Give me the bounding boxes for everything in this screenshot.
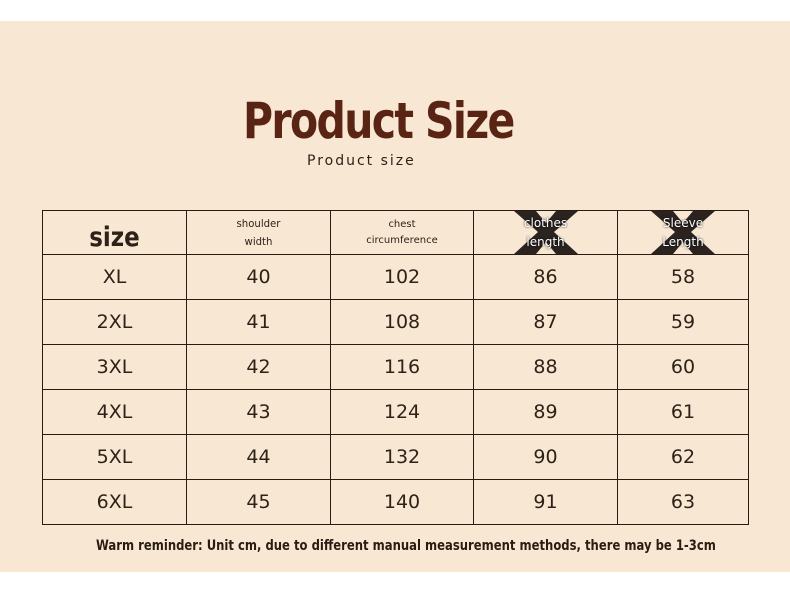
cell-size: 6XL <box>42 479 187 525</box>
cell-size: 5XL <box>42 434 187 480</box>
cell-shoulder: 43 <box>186 389 331 435</box>
header-size-label: size <box>89 222 140 253</box>
header-chest-line1: chest <box>388 218 416 230</box>
cell-sleeve: 58 <box>617 254 749 300</box>
header-sleeve-line2: Length <box>662 234 704 249</box>
table-row: 2XL 41 108 87 59 <box>42 299 749 345</box>
cell-sleeve: 63 <box>617 479 749 525</box>
page-title: Product Size <box>243 92 515 150</box>
cell-shoulder: 45 <box>186 479 331 525</box>
header-size: size <box>42 210 187 255</box>
cell-size: 2XL <box>42 299 187 345</box>
cell-size: XL <box>42 254 187 300</box>
header-chest-line2: circumference <box>366 234 438 246</box>
cell-shoulder: 40 <box>186 254 331 300</box>
x-shape-decoration <box>514 211 577 254</box>
cell-sleeve: 60 <box>617 344 749 390</box>
header-chest-circumference: chest circumference <box>330 210 474 255</box>
cell-length: 88 <box>473 344 618 390</box>
x-shape-decoration <box>651 211 715 254</box>
header-clothes-length: clothes length <box>473 210 618 255</box>
cell-chest: 102 <box>330 254 474 300</box>
table-row: 5XL 44 132 90 62 <box>42 434 749 480</box>
table-header-row: size shoulder width chest circumference … <box>42 210 749 255</box>
cell-shoulder: 41 <box>186 299 331 345</box>
cell-chest: 116 <box>330 344 474 390</box>
warm-reminder-note: Warm reminder: Unit cm, due to different… <box>96 538 716 554</box>
header-sleeve-length: Sleeve Length <box>617 210 749 255</box>
header-shoulder-line1: shoulder <box>236 216 281 230</box>
cell-sleeve: 62 <box>617 434 749 480</box>
cell-size: 4XL <box>42 389 187 435</box>
cell-sleeve: 59 <box>617 299 749 345</box>
cell-shoulder: 42 <box>186 344 331 390</box>
header-sleeve-line1: Sleeve <box>662 215 704 230</box>
cell-size: 3XL <box>42 344 187 390</box>
size-table: size shoulder width chest circumference … <box>42 210 749 525</box>
table-row: 6XL 45 140 91 63 <box>42 479 749 525</box>
cell-chest: 108 <box>330 299 474 345</box>
header-shoulder-width: shoulder width <box>186 210 331 255</box>
cell-length: 87 <box>473 299 618 345</box>
cell-length: 86 <box>473 254 618 300</box>
header-length-line1: clothes <box>523 215 568 230</box>
cell-chest: 132 <box>330 434 474 480</box>
table-row: 4XL 43 124 89 61 <box>42 389 749 435</box>
cell-shoulder: 44 <box>186 434 331 480</box>
cell-length: 90 <box>473 434 618 480</box>
table-row: 3XL 42 116 88 60 <box>42 344 749 390</box>
cell-chest: 124 <box>330 389 474 435</box>
header-shoulder-line2: width <box>244 234 273 248</box>
cell-length: 89 <box>473 389 618 435</box>
header-length-line2: length <box>526 234 565 249</box>
cell-chest: 140 <box>330 479 474 525</box>
table-row: XL 40 102 86 58 <box>42 254 749 300</box>
page-subtitle: Product size <box>307 153 416 169</box>
cell-sleeve: 61 <box>617 389 749 435</box>
cell-length: 91 <box>473 479 618 525</box>
